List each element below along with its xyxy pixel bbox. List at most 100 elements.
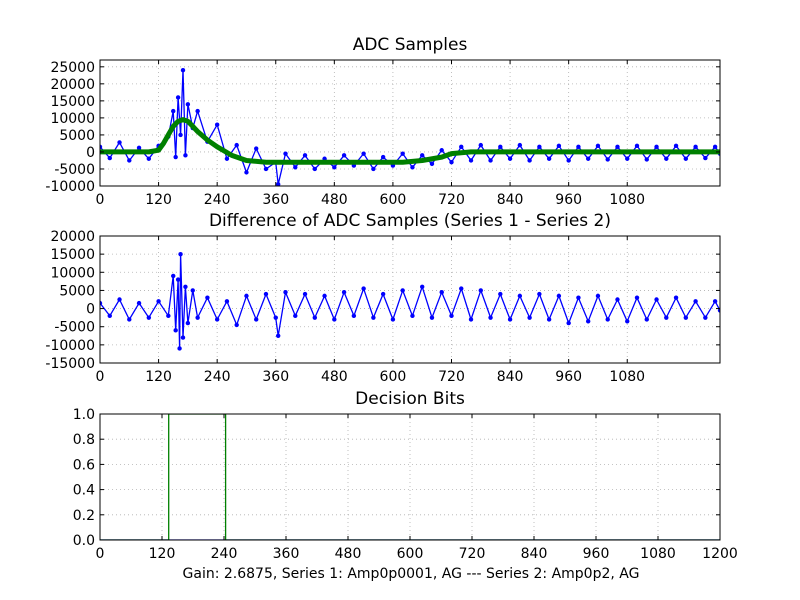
adc-samples-series-1-point <box>439 148 444 153</box>
adc-samples-series-1-point <box>234 142 239 148</box>
adc-samples-series-1-point <box>254 146 259 151</box>
adc-samples-series-1-point <box>459 144 464 150</box>
adc-samples-panel: 0 120 240 360 480 600 720 840 960 1080 -10000-5000… <box>45 35 721 208</box>
decision-bits-ytick-label: 0.2 <box>73 508 95 524</box>
difference-series-1-point <box>244 293 249 299</box>
adc-samples-series-1-point <box>410 165 415 170</box>
adc-samples-series-1-point <box>178 132 183 138</box>
difference-series-1-point <box>341 290 347 295</box>
decision-bits-xtick-label: 120 <box>149 546 176 562</box>
adc-samples-series-1-point <box>117 140 122 145</box>
adc-samples-series-1-point <box>283 151 288 156</box>
adc-samples-series-1-point <box>420 153 425 158</box>
adc-samples-ytick-label: 20000 <box>50 77 95 93</box>
difference-ytick-label: -10000 <box>45 338 95 354</box>
adc-samples-series-1-point <box>693 144 698 150</box>
adc-samples-series-1-point <box>712 144 718 150</box>
adc-samples-xtick-label: 840 <box>497 192 524 208</box>
difference-series-1-point <box>205 295 210 300</box>
decision-bits-xtick-label: 480 <box>335 546 362 562</box>
adc-samples-xtick-label: 120 <box>145 192 172 208</box>
difference-plot-area <box>100 236 720 363</box>
adc-samples-series-1-point <box>546 156 552 161</box>
difference-series-1-point <box>634 295 640 300</box>
adc-samples-series-1-point <box>527 158 532 163</box>
difference-xtick-label: 120 <box>145 369 172 385</box>
adc-samples-series-1-point <box>566 158 571 163</box>
adc-samples-series-1-point <box>380 154 386 160</box>
adc-samples-series-1-point <box>517 142 523 148</box>
difference-series-1-point <box>380 291 386 297</box>
adc-samples-xtick-label: 720 <box>438 192 465 208</box>
difference-series-1-point <box>173 328 178 333</box>
decision-bits-xtick-label: 240 <box>211 546 238 562</box>
adc-samples-ytick-label: 10000 <box>50 111 95 127</box>
adc-samples-series-1-point <box>275 182 281 186</box>
adc-samples-series-1-point <box>107 155 112 161</box>
difference-series-1-point <box>439 290 444 295</box>
adc-samples-title: ADC Samples <box>353 35 468 55</box>
difference-series-1-point <box>214 317 220 322</box>
decision-bits-xtick-label: 360 <box>273 546 300 562</box>
difference-series-1-point <box>263 291 269 297</box>
adc-samples-series-1-point <box>127 158 132 163</box>
difference-series-1-point <box>546 317 552 322</box>
difference-series-1-point <box>605 317 610 322</box>
adc-samples-series-1-point <box>183 153 188 158</box>
decision-bits-xtick-label: 720 <box>459 546 486 562</box>
adc-samples-series-2-line <box>100 117 720 165</box>
difference-series-1-point <box>410 313 415 319</box>
difference-series-1-point <box>517 293 523 299</box>
adc-samples-ytick-label: -10000 <box>45 179 95 195</box>
adc-samples-series-1-point <box>173 154 178 160</box>
adc-samples-series-1-point <box>244 170 249 175</box>
adc-samples-series-1-point <box>625 156 630 161</box>
difference-series-1-point <box>254 317 259 322</box>
difference-series-1-point <box>100 300 103 306</box>
adc-samples-series-1-point <box>263 166 269 172</box>
difference-series-1-point <box>312 315 318 320</box>
adc-samples-series-1-point <box>595 143 601 149</box>
adc-samples-series-1-point <box>171 108 176 114</box>
difference-series-group <box>100 251 720 351</box>
difference-series-1-point <box>107 313 112 319</box>
difference-series-1-point <box>527 315 532 320</box>
difference-series-1-point <box>595 293 601 299</box>
difference-series-1-point <box>322 293 327 299</box>
difference-series-1-point <box>693 299 698 304</box>
difference-series-1-point <box>177 346 182 351</box>
adc-samples-xtick-label: 600 <box>380 192 407 208</box>
difference-xtick-label: 240 <box>204 369 231 385</box>
difference-series-1-point <box>332 317 337 322</box>
adc-samples-series-1-point <box>683 156 689 161</box>
difference-series-1-point <box>371 315 376 320</box>
decision-bits-ytick-label: 0.4 <box>73 483 95 499</box>
decision-bits-ytick-label: 1.0 <box>73 407 95 423</box>
adc-samples-series-1-point <box>449 159 454 165</box>
adc-samples-series-1-point <box>312 166 318 172</box>
difference-ytick-label: 10000 <box>50 265 95 281</box>
difference-xtick-label: 480 <box>321 369 348 385</box>
adc-samples-series-1-point <box>585 156 591 161</box>
adc-samples-series-1-point <box>332 165 337 170</box>
adc-samples-series-1-point <box>180 68 186 73</box>
decision-bits-xtick-label: 0 <box>96 546 105 562</box>
difference-series-1-point <box>576 295 581 300</box>
difference-series-1-point <box>390 317 396 322</box>
difference-series-1-point <box>625 319 630 324</box>
decision-bits-panel: 0 120 240 360 480 600 720 840 960 1080 1200 0.0 0.2 0… <box>73 389 738 562</box>
adc-samples-frame <box>99 59 721 187</box>
difference-xtick-label: 0 <box>96 369 105 385</box>
difference-series-1-point <box>488 315 493 320</box>
difference-series-1-point <box>234 322 239 328</box>
difference-series-1-point <box>180 335 186 340</box>
adc-samples-series-1-point <box>576 144 581 150</box>
adc-samples-series-1-point <box>341 153 347 158</box>
adc-samples-series-1-point <box>644 157 649 162</box>
difference-ytick-label: 5000 <box>59 283 95 299</box>
adc-samples-xtick-label: 960 <box>555 192 582 208</box>
adc-samples-series-1-point <box>136 145 142 151</box>
difference-series-1-point <box>361 286 366 291</box>
adc-samples-series-1-point <box>605 157 610 162</box>
difference-series-1-point <box>136 300 142 306</box>
